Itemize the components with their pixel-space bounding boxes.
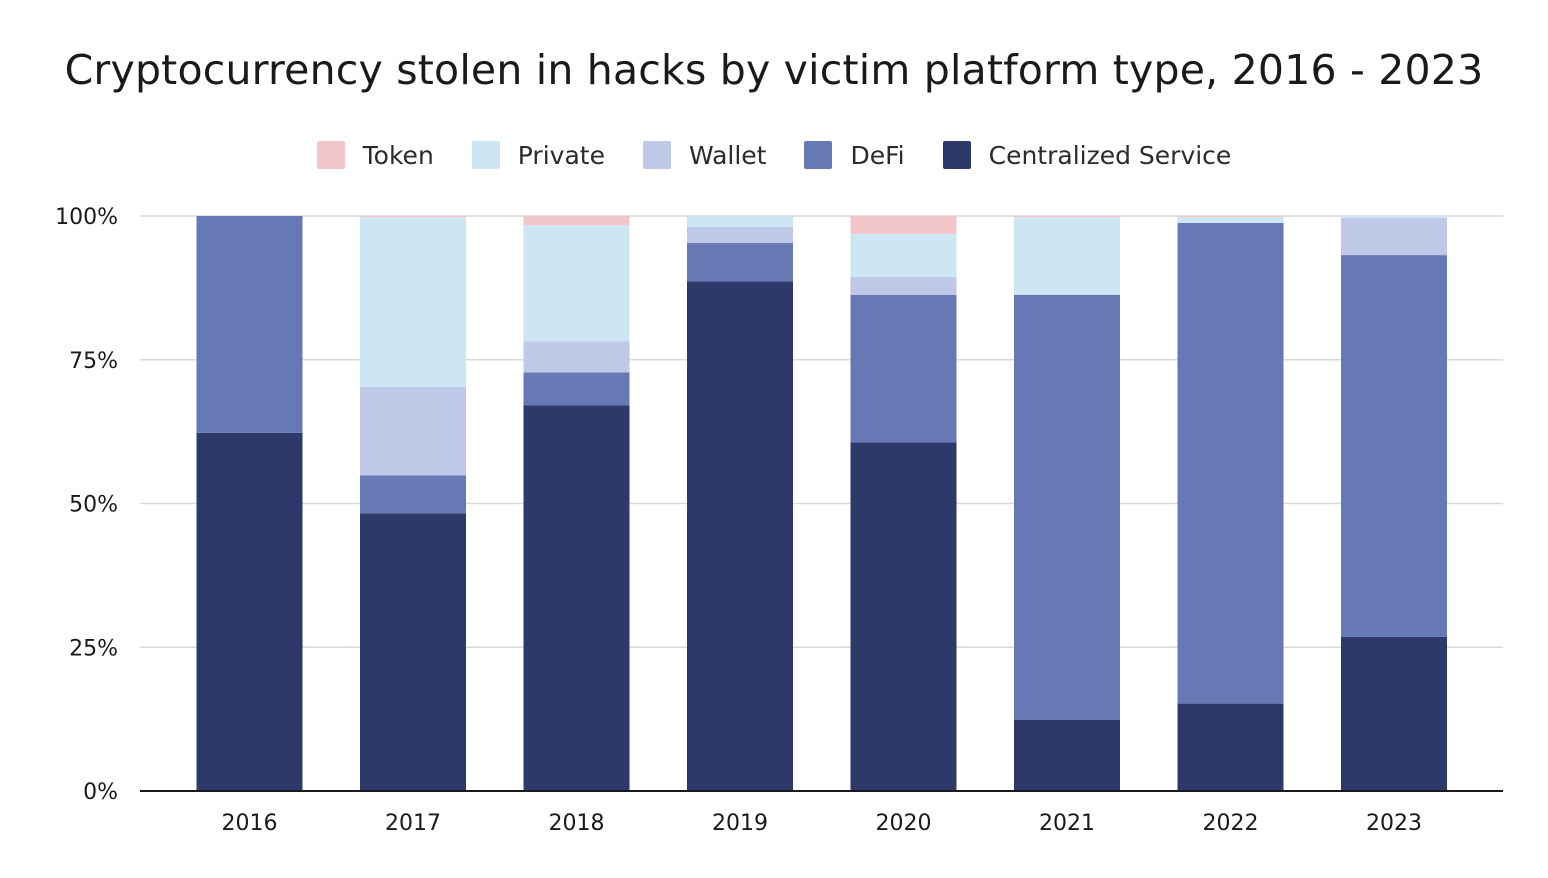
bar-segment bbox=[1014, 719, 1120, 791]
x-tick-label: 2016 bbox=[222, 811, 278, 836]
bar-segment bbox=[850, 276, 957, 295]
bar-segment bbox=[360, 513, 466, 791]
legend-label: Private bbox=[517, 140, 605, 170]
bar-segment bbox=[850, 233, 957, 277]
bar-segment bbox=[850, 294, 957, 443]
bar-segment bbox=[1341, 636, 1447, 791]
bar-segment bbox=[1177, 216, 1284, 218]
bar-segment bbox=[196, 432, 303, 791]
bar-segment bbox=[523, 216, 630, 226]
bar-segment bbox=[687, 281, 793, 791]
bar-segment bbox=[687, 216, 793, 227]
bar-segment bbox=[523, 341, 630, 373]
legend-item: DeFi bbox=[804, 140, 905, 170]
x-tick-label: 2022 bbox=[1203, 811, 1259, 836]
legend-swatch bbox=[642, 141, 671, 169]
bar-segment bbox=[1014, 216, 1120, 218]
bar-segment bbox=[1014, 217, 1120, 295]
x-tick-label: 2023 bbox=[1366, 811, 1422, 836]
y-tick-label: 0% bbox=[83, 780, 118, 805]
bar-segment bbox=[1177, 222, 1284, 704]
bar-segment bbox=[360, 386, 466, 476]
legend-label: DeFi bbox=[850, 140, 905, 170]
y-tick-label: 75% bbox=[69, 349, 118, 374]
bar-segment bbox=[523, 225, 630, 342]
bar-segment bbox=[523, 405, 630, 791]
x-tick-label: 2017 bbox=[385, 811, 441, 836]
chart-title: Cryptocurrency stolen in hacks by victim… bbox=[64, 46, 1484, 94]
y-tick-label: 50% bbox=[69, 493, 118, 518]
legend-swatch bbox=[316, 141, 345, 169]
bar-segment bbox=[196, 216, 303, 433]
x-tick-label: 2019 bbox=[712, 811, 768, 836]
bar-segment bbox=[1341, 255, 1447, 637]
bar-segment bbox=[360, 216, 466, 218]
bar-segment bbox=[1341, 217, 1447, 256]
bar-segment bbox=[360, 475, 466, 514]
legend-label: Wallet bbox=[688, 140, 767, 170]
legend-item: Private bbox=[471, 140, 605, 170]
x-tick-label: 2020 bbox=[876, 811, 932, 836]
legend-label: Token bbox=[362, 140, 434, 170]
bar-segment bbox=[687, 243, 793, 282]
legend-label: Centralized Service bbox=[988, 140, 1232, 170]
legend-swatch bbox=[471, 141, 500, 169]
bar-segment bbox=[1177, 703, 1284, 791]
x-tick-label: 2021 bbox=[1039, 811, 1095, 836]
y-tick-label: 100% bbox=[55, 205, 118, 230]
legend-item: Token bbox=[316, 140, 434, 170]
legend-item: Wallet bbox=[642, 140, 767, 170]
legend-swatch bbox=[804, 141, 833, 169]
bar-segment bbox=[1014, 294, 1120, 720]
bar-segment bbox=[523, 372, 630, 406]
bar-segment bbox=[1341, 216, 1447, 218]
bar-segment bbox=[850, 216, 957, 234]
legend-item: Centralized Service bbox=[942, 140, 1232, 170]
legend-swatch bbox=[942, 141, 971, 169]
bar-segment bbox=[1177, 217, 1284, 223]
bar-segment bbox=[850, 442, 957, 791]
bar-segment bbox=[687, 226, 793, 244]
bar-segment bbox=[360, 217, 466, 387]
legend: Token Private Wallet DeFi Centralized Servic… bbox=[0, 135, 1548, 175]
x-tick-label: 2018 bbox=[549, 811, 605, 836]
y-tick-label: 25% bbox=[69, 636, 118, 661]
